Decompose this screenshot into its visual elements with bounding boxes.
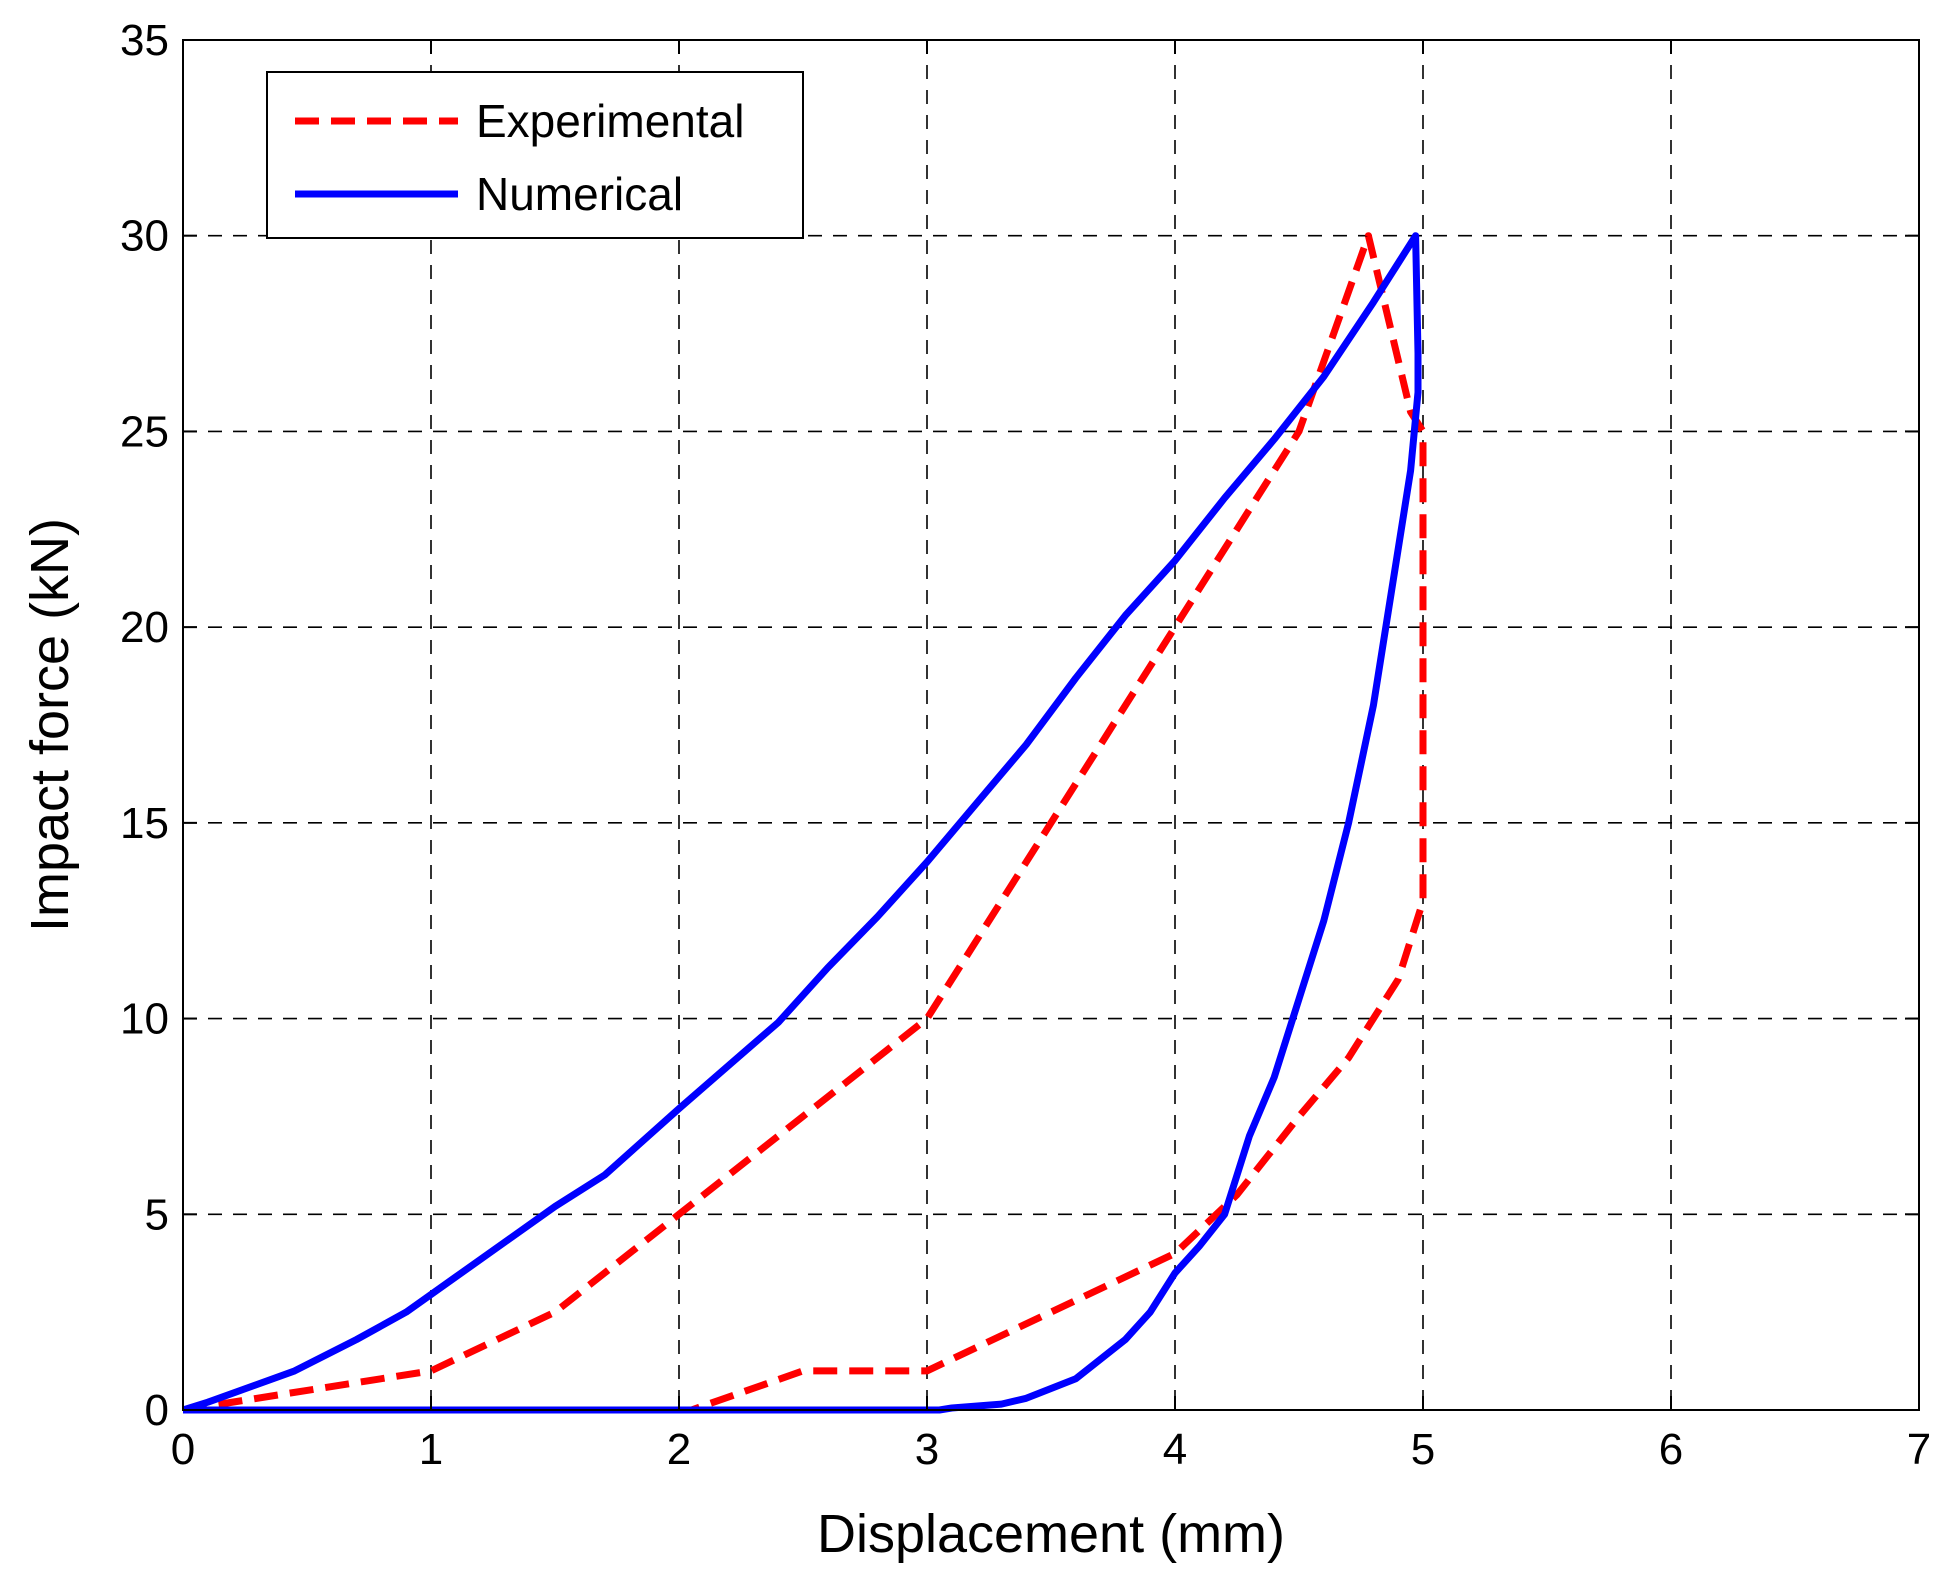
y-tick-label: 15 <box>120 799 169 848</box>
series-layer <box>181 232 1427 1414</box>
plot-frame <box>182 39 1920 1411</box>
series-line-numerical <box>181 232 1422 1414</box>
y-axis-title: Impact force (kN) <box>20 518 80 932</box>
x-tick-label: 6 <box>1659 1425 1683 1474</box>
y-tick-label: 20 <box>120 603 169 652</box>
x-tick-label: 3 <box>915 1425 939 1474</box>
y-tick-label: 25 <box>120 407 169 456</box>
x-tick-label: 2 <box>667 1425 691 1474</box>
ticks: 0 1 2 3 4 5 6 7 0 5 10 15 20 25 30 35 <box>120 16 1931 1474</box>
grid <box>183 40 1919 1410</box>
legend-box <box>266 71 804 239</box>
x-tick-label: 5 <box>1411 1425 1435 1474</box>
series-line-experimental <box>182 232 1427 1414</box>
y-tick-label: 5 <box>145 1190 169 1239</box>
x-axis-title: Displacement (mm) <box>817 1504 1285 1564</box>
x-tick-label: 0 <box>171 1425 195 1474</box>
y-tick-label: 30 <box>120 212 169 261</box>
legend-label-experimental: Experimental <box>476 95 744 147</box>
y-tick-label: 10 <box>120 995 169 1044</box>
x-tick-label: 7 <box>1907 1425 1931 1474</box>
y-tick-label: 0 <box>145 1386 169 1435</box>
x-tick-label: 4 <box>1163 1425 1187 1474</box>
x-tick-label: 1 <box>419 1425 443 1474</box>
legend: Experimental Numerical <box>266 71 804 239</box>
y-tick-label: 35 <box>120 16 169 65</box>
legend-label-numerical: Numerical <box>476 168 683 220</box>
